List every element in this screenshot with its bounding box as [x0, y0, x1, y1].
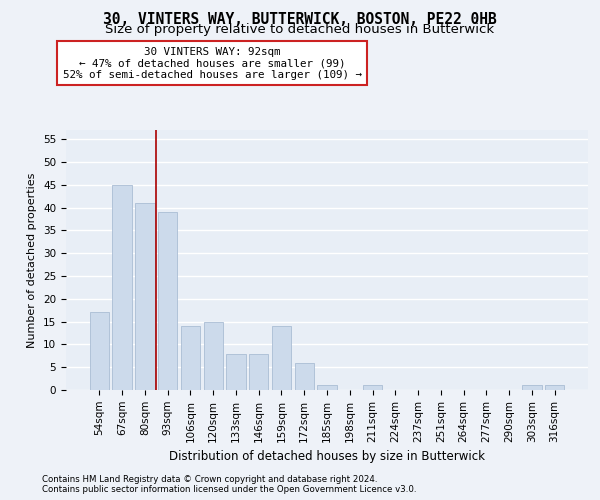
- Bar: [545, 386, 564, 390]
- Text: Size of property relative to detached houses in Butterwick: Size of property relative to detached ho…: [106, 22, 494, 36]
- Bar: [363, 386, 382, 390]
- Bar: [158, 212, 178, 390]
- Text: 30, VINTERS WAY, BUTTERWICK, BOSTON, PE22 0HB: 30, VINTERS WAY, BUTTERWICK, BOSTON, PE2…: [103, 12, 497, 28]
- Bar: [112, 184, 132, 390]
- Bar: [135, 203, 155, 390]
- Bar: [203, 322, 223, 390]
- Text: 30 VINTERS WAY: 92sqm
← 47% of detached houses are smaller (99)
52% of semi-deta: 30 VINTERS WAY: 92sqm ← 47% of detached …: [62, 47, 362, 80]
- Bar: [181, 326, 200, 390]
- Bar: [522, 386, 542, 390]
- Bar: [226, 354, 245, 390]
- Bar: [317, 386, 337, 390]
- Bar: [295, 362, 314, 390]
- Y-axis label: Number of detached properties: Number of detached properties: [28, 172, 37, 348]
- Bar: [90, 312, 109, 390]
- X-axis label: Distribution of detached houses by size in Butterwick: Distribution of detached houses by size …: [169, 450, 485, 463]
- Bar: [272, 326, 291, 390]
- Text: Contains public sector information licensed under the Open Government Licence v3: Contains public sector information licen…: [42, 485, 416, 494]
- Text: Contains HM Land Registry data © Crown copyright and database right 2024.: Contains HM Land Registry data © Crown c…: [42, 475, 377, 484]
- Bar: [249, 354, 268, 390]
